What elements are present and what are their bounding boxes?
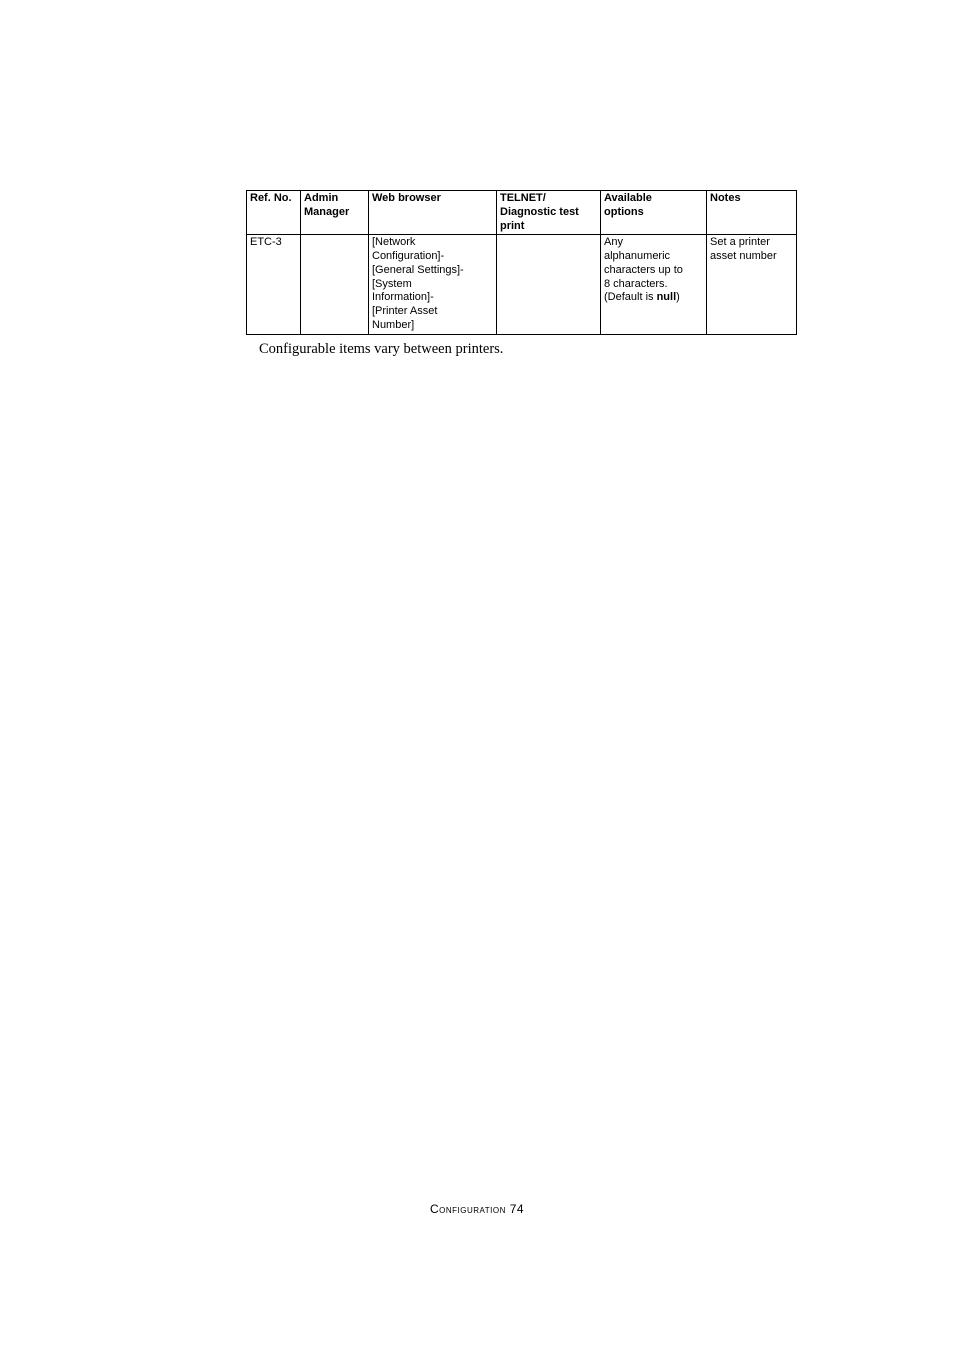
cell-notes: Set a printer asset number (707, 235, 797, 334)
table-header-row: Ref. No. Admin Manager Web browser TELNE… (247, 191, 797, 235)
header-text: TELNET/ (500, 192, 546, 204)
cell-text: asset number (710, 250, 777, 262)
col-header-admin: Admin Manager (301, 191, 369, 235)
cell-text: [Network (372, 236, 415, 248)
table-row: ETC-3 [Network Configuration]- [General … (247, 235, 797, 334)
header-text: Diagnostic test (500, 206, 579, 218)
cell-text: Set a printer (710, 236, 770, 248)
cell-available: Any alphanumeric characters up to 8 char… (601, 235, 707, 334)
header-text: options (604, 206, 644, 218)
cell-text: Configuration]- (372, 250, 444, 262)
cell-text: (Default is null) (604, 291, 680, 303)
cell-text: 8 characters. (604, 278, 668, 290)
cell-admin (301, 235, 369, 334)
cell-text: Information]- (372, 291, 434, 303)
header-text: Manager (304, 206, 349, 218)
header-text: Available (604, 192, 652, 204)
page-footer: Configuration 74 (0, 1202, 954, 1216)
col-header-available: Available options (601, 191, 707, 235)
cell-text: [General Settings]- (372, 264, 464, 276)
cell-text: [Printer Asset (372, 305, 437, 317)
cell-web: [Network Configuration]- [General Settin… (369, 235, 497, 334)
cell-telnet (497, 235, 601, 334)
cell-text: characters up to (604, 264, 683, 276)
cell-text: alphanumeric (604, 250, 670, 262)
config-table: Ref. No. Admin Manager Web browser TELNE… (246, 190, 797, 335)
cell-text: Any (604, 236, 623, 248)
table-caption: Configurable items vary between printers… (246, 341, 716, 358)
cell-ref: ETC-3 (247, 235, 301, 334)
cell-text: [System (372, 278, 412, 290)
col-header-notes: Notes (707, 191, 797, 235)
col-header-web: Web browser (369, 191, 497, 235)
col-header-ref: Ref. No. (247, 191, 301, 235)
cell-text: Number] (372, 319, 414, 331)
header-text: print (500, 220, 524, 232)
col-header-telnet: TELNET/ Diagnostic test print (497, 191, 601, 235)
header-text: Admin (304, 192, 338, 204)
